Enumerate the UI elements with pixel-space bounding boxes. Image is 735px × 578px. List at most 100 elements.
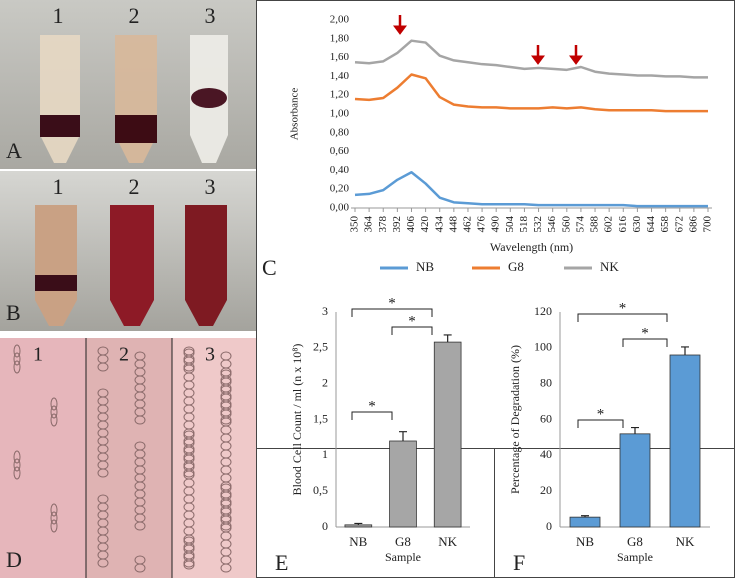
y-tick-label: 0,20 — [330, 183, 350, 195]
cell — [50, 397, 58, 411]
sample-number: 3 — [205, 344, 215, 366]
panel-label: F — [513, 550, 525, 575]
x-tick-label: 574 — [574, 216, 586, 233]
sample-number: 2 — [129, 174, 140, 199]
cell — [183, 536, 195, 546]
cell — [220, 351, 232, 361]
cell — [13, 360, 21, 374]
y-tick-label: 80 — [540, 375, 552, 389]
cell — [13, 450, 21, 464]
y-tick-label: 60 — [540, 411, 552, 425]
cell — [220, 483, 232, 493]
y-tick-label: 0,5 — [313, 483, 328, 497]
cell — [50, 511, 58, 525]
legend-label: NB — [416, 259, 434, 274]
x-tick-label: 700 — [702, 216, 714, 233]
error-bar — [631, 426, 639, 434]
x-tick-label: 392 — [391, 216, 403, 233]
y-tick-label: 1,80 — [330, 32, 350, 44]
y-axis-label: Percentage of Degradation (%) — [508, 345, 522, 494]
error-bar — [681, 346, 689, 355]
x-tick-label: 588 — [589, 216, 601, 233]
cell — [97, 494, 109, 504]
x-axis-label: Sample — [385, 550, 421, 564]
y-tick-label: 2 — [322, 375, 328, 389]
y-tick-label: 120 — [534, 304, 552, 318]
significance-star: * — [368, 398, 376, 414]
y-tick-label: 0,60 — [330, 145, 350, 157]
sample-number: 1 — [53, 3, 64, 28]
sample-number: 1 — [33, 344, 43, 366]
y-tick-label: 0 — [322, 519, 328, 533]
bar — [619, 433, 651, 528]
x-tick-label: 658 — [659, 216, 671, 233]
series-line — [354, 73, 708, 113]
cell — [97, 346, 109, 356]
cell — [50, 413, 58, 427]
significance-star: * — [641, 325, 649, 341]
y-axis-label: Absorbance — [289, 88, 301, 141]
cell — [183, 430, 195, 440]
panel-label: C — [262, 255, 277, 280]
bar — [389, 440, 417, 528]
tubes-a — [40, 35, 228, 163]
bar — [669, 354, 701, 528]
x-tick-label: 616 — [617, 216, 629, 233]
cell — [13, 344, 21, 358]
y-tick-label: 2,00 — [330, 14, 350, 26]
sample-number: 1 — [53, 174, 64, 199]
significance-bracket — [351, 308, 433, 317]
series-line — [354, 39, 708, 79]
cell — [50, 405, 58, 419]
y-tick-label: 2,5 — [313, 340, 328, 354]
bar — [344, 524, 373, 528]
x-tick-label: 420 — [419, 216, 431, 233]
significance-bracket — [622, 338, 668, 347]
significance-star: * — [408, 313, 416, 329]
tubes-b — [35, 205, 227, 326]
x-tick-label: 406 — [405, 216, 417, 233]
x-tick-label: 504 — [504, 216, 516, 233]
error-bar — [581, 515, 589, 518]
y-axis-label: Blood Cell Count / ml (n x 10⁸) — [290, 344, 304, 496]
x-tick-label: NB — [576, 534, 594, 549]
y-tick-label: 1,60 — [330, 51, 350, 63]
x-tick-label: 560 — [560, 216, 572, 233]
x-tick-label: 532 — [532, 216, 544, 233]
sample-number: 3 — [205, 3, 216, 28]
sample-number: 3 — [205, 174, 216, 199]
cell — [97, 388, 109, 398]
y-tick-label: 1 — [322, 447, 328, 461]
sample-number: 2 — [119, 344, 129, 366]
cell — [134, 555, 146, 565]
significance-bracket — [577, 419, 624, 428]
significance-bracket — [391, 326, 433, 335]
y-tick-label: 3 — [322, 304, 328, 318]
significance-star: * — [388, 295, 396, 311]
x-tick-label: 350 — [349, 216, 361, 233]
x-tick-label: 518 — [518, 216, 530, 233]
cell — [50, 519, 58, 533]
x-tick-label: 364 — [363, 216, 375, 233]
peak-arrows — [393, 15, 583, 65]
series-line — [354, 171, 708, 208]
cell — [220, 369, 232, 379]
y-tick-label: 0,00 — [330, 202, 350, 214]
x-tick-label: 630 — [631, 216, 643, 233]
x-tick-label: G8 — [395, 534, 411, 549]
cell — [13, 458, 21, 472]
error-bar — [399, 431, 407, 441]
significance-bracket — [351, 411, 393, 420]
bar — [433, 341, 462, 528]
panel-label: B — [6, 300, 21, 325]
x-tick-label: 490 — [490, 216, 502, 233]
y-tick-label: 100 — [534, 340, 552, 354]
x-tick-label: 672 — [673, 216, 685, 233]
x-tick-label: G8 — [627, 534, 643, 549]
panel-label: E — [275, 550, 288, 575]
error-bar — [443, 334, 452, 343]
x-axis-label: Wavelength (nm) — [490, 240, 573, 254]
x-tick-label: NB — [349, 534, 367, 549]
x-tick-label: 546 — [546, 216, 558, 233]
